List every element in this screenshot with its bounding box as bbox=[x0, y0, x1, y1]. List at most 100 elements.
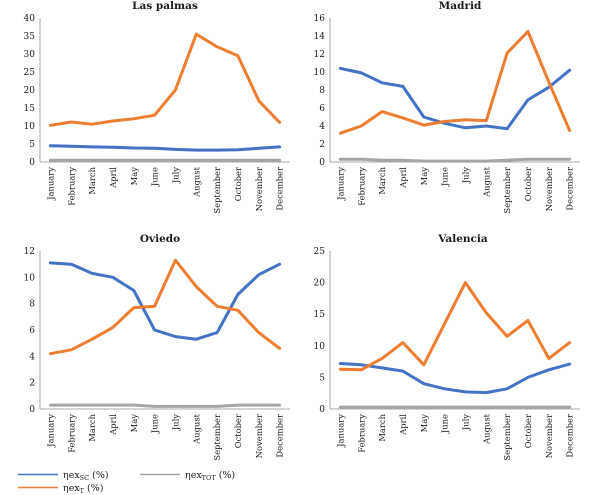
y-tick-label: 6 bbox=[319, 104, 325, 114]
x-tick-label: July bbox=[460, 167, 470, 184]
y-tick-label: 8 bbox=[319, 86, 325, 96]
series-line bbox=[338, 157, 572, 163]
x-tick-label: August bbox=[191, 166, 201, 197]
x-tick-label: January bbox=[335, 414, 345, 448]
x-tick-label: November bbox=[254, 167, 264, 211]
chart-panel: Oviedo 0 2 4 6 8 10 12 January February March April… bbox=[24, 233, 290, 461]
y-tick-label: 30 bbox=[24, 50, 36, 60]
y-tick-label: 14 bbox=[314, 32, 326, 42]
y-tick-label: 15 bbox=[24, 104, 36, 114]
y-tick-label: 25 bbox=[314, 247, 326, 257]
x-tick-label: February bbox=[66, 414, 76, 453]
y-tick-label: 20 bbox=[24, 86, 36, 96]
x-tick-label: September bbox=[502, 167, 512, 214]
y-tick-label: 35 bbox=[24, 32, 36, 42]
y-tick-label: 0 bbox=[319, 158, 325, 168]
chart-title: Oviedo bbox=[140, 233, 180, 245]
y-tick-label: 40 bbox=[24, 14, 36, 24]
y-tick-label: 12 bbox=[24, 247, 35, 257]
y-tick-label: 0 bbox=[29, 405, 35, 415]
y-tick-label: 15 bbox=[314, 310, 326, 320]
y-tick-label: 10 bbox=[314, 68, 326, 78]
y-tick-label: 20 bbox=[314, 279, 326, 289]
series-line bbox=[48, 144, 282, 152]
x-tick-label: December bbox=[565, 167, 575, 211]
x-tick-label: May bbox=[419, 414, 429, 433]
x-tick-label: November bbox=[544, 167, 554, 211]
x-tick-label: September bbox=[212, 414, 222, 461]
legend-item: ηexTOT (%) bbox=[140, 470, 235, 482]
chart-title: Las palmas bbox=[132, 0, 198, 12]
x-tick-label: January bbox=[335, 167, 345, 201]
x-tick-label: October bbox=[233, 414, 243, 448]
x-tick-label: July bbox=[170, 414, 180, 431]
y-tick-label: 0 bbox=[319, 405, 325, 415]
y-tick-label: 0 bbox=[29, 158, 35, 168]
x-tick-label: May bbox=[129, 414, 139, 433]
y-tick-label: 8 bbox=[29, 300, 35, 310]
x-tick-label: July bbox=[170, 167, 180, 184]
x-tick-label: November bbox=[254, 414, 264, 458]
series-line bbox=[48, 261, 282, 341]
series-line bbox=[48, 258, 282, 356]
y-tick-label: 5 bbox=[29, 140, 35, 150]
x-tick-label: October bbox=[523, 167, 533, 201]
x-tick-label: April bbox=[108, 167, 118, 189]
y-tick-label: 5 bbox=[319, 373, 325, 383]
series-line bbox=[338, 362, 572, 395]
x-tick-label: December bbox=[275, 167, 285, 211]
chart-panel: Valencia 0 5 10 15 20 25 January February March Ap… bbox=[314, 233, 580, 461]
x-tick-label: October bbox=[523, 414, 533, 448]
y-tick-label: 10 bbox=[314, 342, 326, 352]
x-tick-label: August bbox=[481, 413, 491, 444]
y-tick-label: 4 bbox=[29, 352, 35, 362]
series-line bbox=[48, 32, 282, 127]
series-line bbox=[338, 66, 572, 131]
x-tick-label: July bbox=[460, 414, 470, 431]
x-tick-label: August bbox=[191, 413, 201, 444]
x-tick-label: April bbox=[108, 414, 118, 436]
x-tick-label: June bbox=[440, 167, 450, 187]
x-tick-label: August bbox=[481, 166, 491, 197]
x-tick-label: April bbox=[398, 414, 408, 436]
x-tick-label: October bbox=[233, 167, 243, 201]
x-tick-label: March bbox=[87, 166, 97, 194]
chart-title: Madrid bbox=[439, 0, 482, 12]
x-tick-label: February bbox=[356, 167, 366, 206]
y-tick-label: 6 bbox=[29, 326, 35, 336]
legend-item: ηexT (%) bbox=[18, 483, 103, 495]
x-tick-label: June bbox=[440, 414, 450, 434]
legend-item: ηexSC (%) bbox=[18, 470, 109, 482]
y-tick-label: 2 bbox=[29, 379, 35, 389]
x-tick-label: June bbox=[150, 167, 160, 187]
chart-title: Valencia bbox=[437, 233, 488, 245]
x-tick-label: February bbox=[66, 167, 76, 206]
x-tick-label: June bbox=[150, 414, 160, 434]
x-tick-label: September bbox=[502, 414, 512, 461]
y-tick-label: 12 bbox=[314, 50, 325, 60]
x-tick-label: December bbox=[565, 414, 575, 458]
series-line bbox=[338, 30, 572, 135]
x-tick-label: January bbox=[45, 167, 55, 201]
y-tick-label: 10 bbox=[24, 122, 36, 132]
legend-label: ηexTOT (%) bbox=[185, 470, 235, 482]
legend-label: ηexT (%) bbox=[63, 483, 103, 495]
legend-label: ηexSC (%) bbox=[63, 470, 109, 482]
x-tick-label: September bbox=[212, 167, 222, 214]
y-tick-label: 16 bbox=[314, 14, 326, 24]
x-tick-label: March bbox=[87, 413, 97, 441]
x-tick-label: May bbox=[419, 167, 429, 186]
legend: ηexSC (%)ηexT (%) ηexTOT (%) bbox=[18, 470, 235, 495]
x-tick-label: January bbox=[45, 414, 55, 448]
y-tick-label: 25 bbox=[24, 68, 36, 78]
x-tick-label: April bbox=[398, 167, 408, 189]
y-tick-label: 2 bbox=[319, 140, 325, 150]
x-tick-label: March bbox=[377, 413, 387, 441]
x-tick-label: May bbox=[129, 167, 139, 186]
series-line bbox=[338, 281, 572, 372]
y-tick-label: 4 bbox=[319, 122, 325, 132]
y-tick-label: 10 bbox=[24, 273, 36, 283]
x-tick-label: November bbox=[544, 414, 554, 458]
